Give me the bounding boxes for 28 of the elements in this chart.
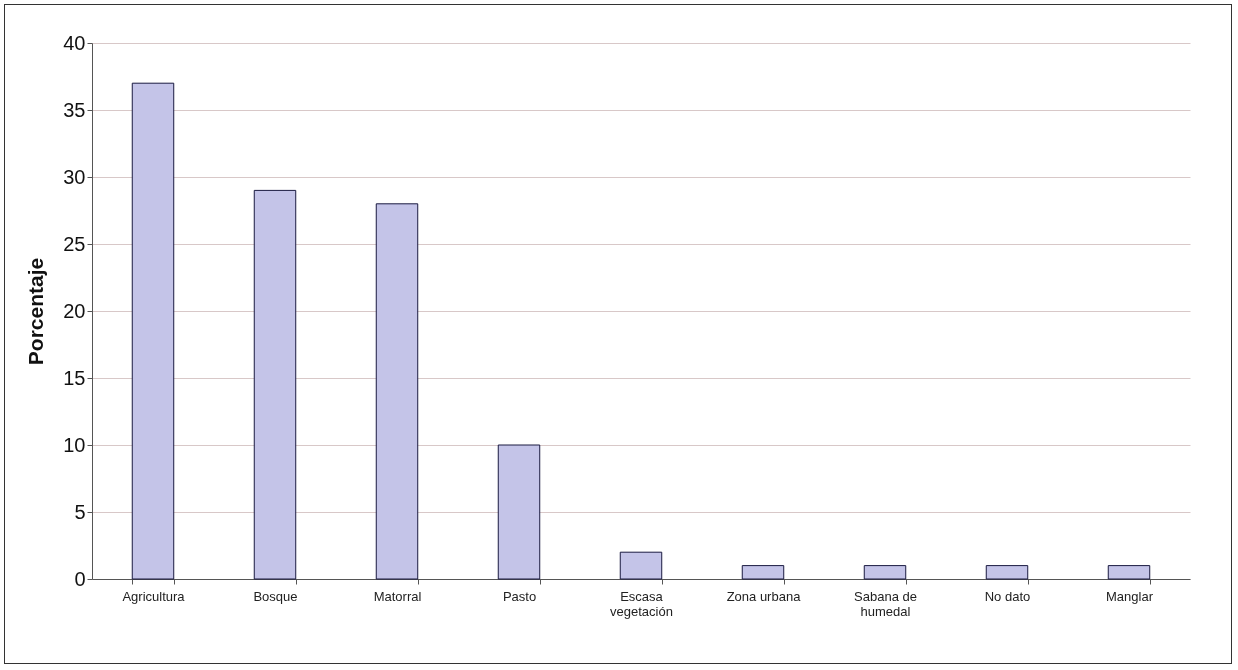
y-tick-label: 15 (63, 366, 86, 389)
bar (375, 203, 419, 580)
bar (1107, 565, 1151, 580)
bar (619, 551, 663, 580)
bar (131, 82, 175, 580)
x-tick-label: Zona urbana (726, 588, 802, 604)
bar (497, 444, 541, 580)
x-tick-label: Pasto (502, 588, 537, 604)
x-tick-label: Sabana de humedal (854, 588, 917, 619)
y-tick-label: 35 (63, 98, 86, 121)
y-tick-label: 0 (74, 567, 86, 590)
x-tick-label: Matorral (373, 588, 422, 604)
bar (741, 565, 785, 580)
y-tick-label: 20 (63, 299, 86, 322)
bar (985, 565, 1029, 580)
y-tick-label: 25 (63, 232, 86, 255)
x-tick-label: Manglar (1106, 588, 1154, 604)
x-tick-label: Bosque (253, 588, 298, 604)
y-tick-label: 30 (63, 165, 86, 188)
x-tick-label: Agricultura (122, 588, 186, 604)
bar (253, 189, 297, 580)
y-tick-label: 10 (63, 433, 86, 456)
x-tick-label: Escasa vegetación (610, 588, 673, 619)
y-tick-label: 5 (74, 500, 86, 523)
bar (863, 565, 907, 580)
x-tick-label: No dato (984, 588, 1031, 604)
y-tick-label: 40 (63, 31, 86, 54)
y-axis-title: Porcentaje (24, 257, 48, 366)
